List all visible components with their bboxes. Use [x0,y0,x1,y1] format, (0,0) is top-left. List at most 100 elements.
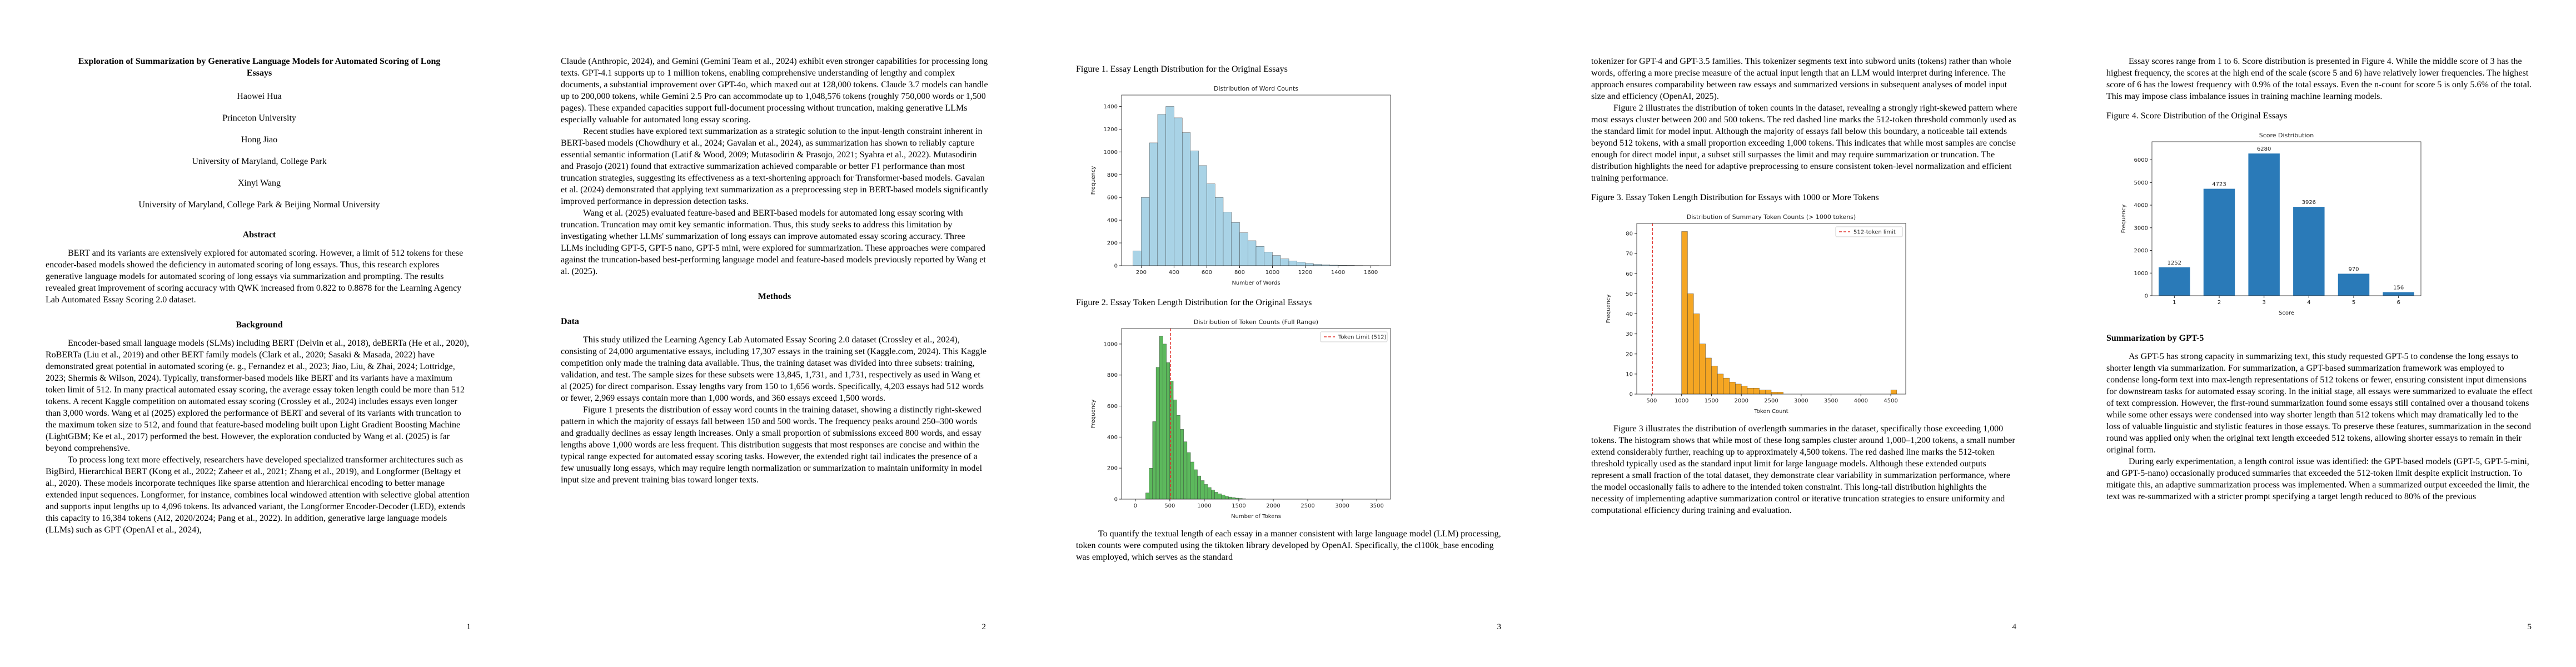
histogram-bar [1157,114,1166,266]
y-tick-label: 600 [1107,404,1118,410]
histogram-bar [1711,366,1718,395]
histogram-bar [1747,387,1753,395]
bar-value-label: 156 [2393,285,2404,291]
histogram-bar [1211,490,1215,500]
histogram-bar [1272,255,1281,266]
x-tick-label: 1000 [1265,270,1279,276]
histogram-bar [1159,336,1163,500]
paragraph: Recent studies have explored text summar… [561,127,988,206]
y-tick-label: 1000 [1104,150,1118,156]
page-content: Exploration of Summarization by Generati… [46,56,473,611]
figure-chart: Distribution of Summary Token Counts (> … [1606,213,1906,415]
y-tick-label: 5000 [2134,180,2148,186]
y-tick-label: 50 [1626,291,1633,297]
legend-box [1320,331,1388,342]
page: Exploration of Summarization by Generati… [0,0,515,667]
x-tick-label: 200 [1136,270,1147,276]
bar-value-label: 4723 [2212,182,2226,188]
x-tick-label: 4500 [1884,398,1897,404]
bar [2293,207,2325,296]
x-tick-label: 3 [2262,300,2265,306]
page: Essay scores range from 1 to 6. Score di… [2061,0,2576,667]
continued-paragraph: Claude (Anthropic, 2024), and Gemini (Ge… [561,57,988,125]
histogram-bar [1149,142,1158,266]
chart-title: Distribution of Token Counts (Full Range… [1194,318,1318,326]
chart-title: Distribution of Word Counts [1214,85,1298,92]
y-tick-label: 3000 [2134,225,2148,231]
y-tick-label: 1400 [1104,104,1118,110]
axes-frame [2151,141,2421,296]
histogram-bar [1177,415,1180,500]
histogram-bar [1221,495,1225,500]
histogram-bar [1180,429,1184,500]
x-tick-label: 2000 [1266,503,1280,509]
histogram-bar [1194,469,1198,500]
axes-frame [1636,223,1906,395]
x-tick-label: 3500 [1369,503,1383,509]
histogram-bar [1214,492,1218,500]
x-tick-label: 1500 [1232,503,1245,509]
histogram-bar [1723,377,1730,395]
y-tick-label: 20 [1626,351,1633,357]
histogram-bar [1297,262,1306,266]
x-tick-label: 800 [1234,270,1245,276]
histogram-bar [1705,357,1712,395]
paragraph: Encoder-based small language models (SLM… [46,339,469,453]
paragraph: BERT and its variants are extensively ex… [46,248,464,305]
histogram-bar [1218,494,1222,500]
bar [2248,153,2280,296]
x-tick-label: 500 [1646,398,1657,404]
paragraph: This study utilized the Learning Agency … [561,335,986,403]
histogram-bar [1149,467,1153,500]
histogram-bar [1735,384,1742,395]
histogram-bar [1239,232,1248,266]
caption: Figure 4. Score Distribution of the Orig… [2106,111,2288,121]
y-tick-label: 30 [1626,331,1633,337]
histogram-bar [1305,263,1314,266]
page: Figure 1. Essay Length Distribution for … [1030,0,1546,667]
x-axis-label: Score [2279,310,2294,316]
histogram-bar [1152,421,1157,500]
y-tick-label: 200 [1107,466,1118,472]
x-tick-label: 2500 [1301,503,1314,509]
chart-title: Score Distribution [2259,132,2314,139]
bar [2159,267,2190,296]
y-tick-label: 1200 [1104,127,1118,133]
histogram-bar [1693,313,1700,395]
histogram-bar [1280,258,1289,266]
histogram-bar [1717,374,1724,395]
x-tick-label: 2000 [1734,398,1748,404]
paragraph: During early experimentation, a length c… [2106,457,2530,501]
y-tick-label: 1000 [2134,271,2148,277]
line: Princeton University [222,113,296,123]
bar [2203,188,2235,296]
histogram-bar [1777,392,1783,395]
line: Haowei Hua [237,92,282,101]
paragraph: Figure 2 illustrates the distribution of… [1591,103,2017,183]
y-tick-label: 1000 [1104,341,1118,347]
histogram-bar [1771,392,1777,395]
histogram-bar [1187,452,1191,500]
x-tick-label: 4 [2307,300,2310,306]
page-number: 4 [2012,623,2017,631]
histogram-bar [1198,165,1207,266]
chart-title: Distribution of Summary Token Counts (> … [1687,213,1856,221]
paragraph: Essay scores range from 1 to 6. Score di… [2106,57,2532,101]
x-axis-label: Token Count [1753,409,1788,415]
line: University of Maryland, College Park [192,157,327,166]
page-number: 2 [981,623,986,631]
x-tick-label: 1000 [1197,503,1211,509]
histogram-bar [1207,183,1215,266]
histogram-bar [1197,475,1201,500]
histogram-bar [1163,344,1167,500]
line: University of Maryland, College Park & B… [138,200,380,210]
heading: Background [236,320,283,330]
x-tick-label: 2500 [1764,398,1778,404]
axes-frame [1121,328,1391,500]
histogram-bar [1741,386,1748,395]
x-tick-label: 6 [2396,300,2400,306]
bar [2338,273,2370,296]
page: Claude (Anthropic, 2024), and Gemini (Ge… [515,0,1030,667]
paragraph: To quantify the textual length of each e… [1076,529,1501,562]
paragraph: Figure 1 presents the distribution of es… [561,405,983,485]
